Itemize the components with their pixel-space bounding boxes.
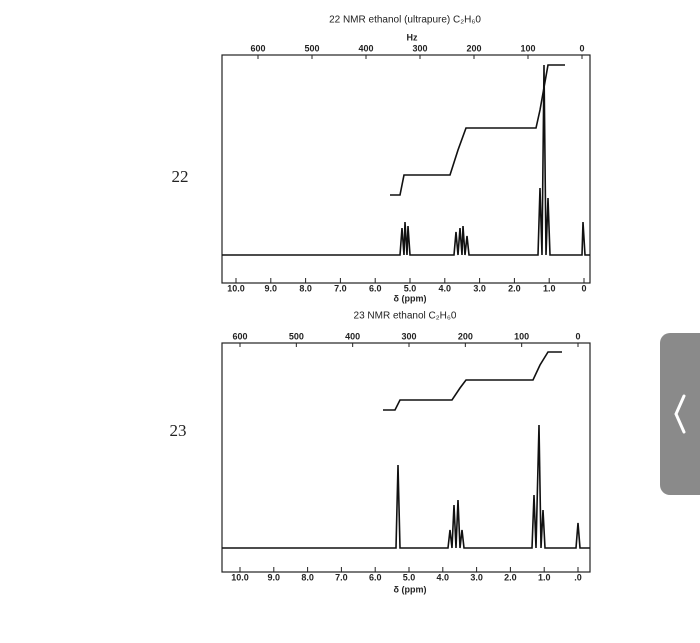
side-tab[interactable] — [660, 333, 700, 495]
spectrum-title: 22 NMR ethanol (ultrapure) C₂H₆0 — [329, 15, 481, 26]
top-tick-label: 400 — [358, 43, 373, 53]
top-tick-label: 100 — [520, 43, 535, 53]
spectrum-number: 23 — [170, 421, 187, 440]
bottom-tick-label: 6.0 — [369, 572, 382, 582]
top-tick-label: 600 — [232, 331, 247, 341]
bottom-tick-label: 9.0 — [268, 572, 281, 582]
bottom-tick-label: 1.0 — [543, 283, 556, 293]
top-tick-label: 400 — [345, 331, 360, 341]
integration-curve — [383, 351, 562, 411]
top-tick-label: 200 — [466, 43, 481, 53]
top-tick-label: 500 — [289, 331, 304, 341]
bottom-tick-label: 5.0 — [403, 572, 416, 582]
spectrum: 22 NMR ethanol (ultrapure) C₂H₆0 Hz 22 600 5… — [172, 15, 591, 303]
bottom-tick-label: 6.0 — [369, 283, 382, 293]
bottom-tick-label: 0 — [581, 283, 586, 293]
bottom-tick-label: 10.0 — [227, 283, 245, 293]
top-tick-label: 300 — [401, 331, 416, 341]
top-tick-label: 100 — [514, 331, 529, 341]
bottom-tick-label: 1.0 — [538, 572, 551, 582]
integration-curve — [390, 64, 565, 196]
spectrum-title: 23 NMR ethanol C₂H₆0 — [354, 311, 457, 322]
x-axis-label: δ (ppm) — [394, 293, 427, 303]
bottom-tick-label: 8.0 — [299, 283, 312, 293]
spectrum-trace — [222, 424, 590, 549]
top-tick-label: 500 — [304, 43, 319, 53]
bottom-tick-label: 8.0 — [301, 572, 314, 582]
axis-label: Hz — [407, 32, 418, 42]
top-tick-label: 600 — [250, 43, 265, 53]
spectrum-number: 22 — [172, 167, 189, 186]
bottom-tick-label: 7.0 — [334, 283, 347, 293]
bottom-tick-label: 3.0 — [473, 283, 486, 293]
bottom-tick-label: 2.0 — [504, 572, 517, 582]
bottom-tick-label: 3.0 — [470, 572, 483, 582]
bottom-tick-label: 4.0 — [437, 572, 450, 582]
top-tick-label: 300 — [412, 43, 427, 53]
x-axis-label: δ (ppm) — [394, 584, 427, 594]
bottom-tick-label: 9.0 — [265, 283, 278, 293]
spectrum-trace — [222, 64, 590, 256]
bottom-tick-label: 5.0 — [404, 283, 417, 293]
bottom-tick-label: .0 — [574, 572, 582, 582]
bottom-tick-label: 4.0 — [439, 283, 452, 293]
top-tick-label: 0 — [579, 43, 584, 53]
bottom-tick-label: 10.0 — [231, 572, 249, 582]
top-tick-label: 0 — [575, 331, 580, 341]
bottom-tick-label: 2.0 — [508, 283, 521, 293]
top-tick-label: 200 — [458, 331, 473, 341]
frame — [221, 54, 591, 284]
frame — [221, 342, 591, 573]
spectrum: 23 NMR ethanol C₂H₆0 23 600 500 400 300 200 100… — [170, 311, 591, 594]
bottom-tick-label: 7.0 — [335, 572, 348, 582]
